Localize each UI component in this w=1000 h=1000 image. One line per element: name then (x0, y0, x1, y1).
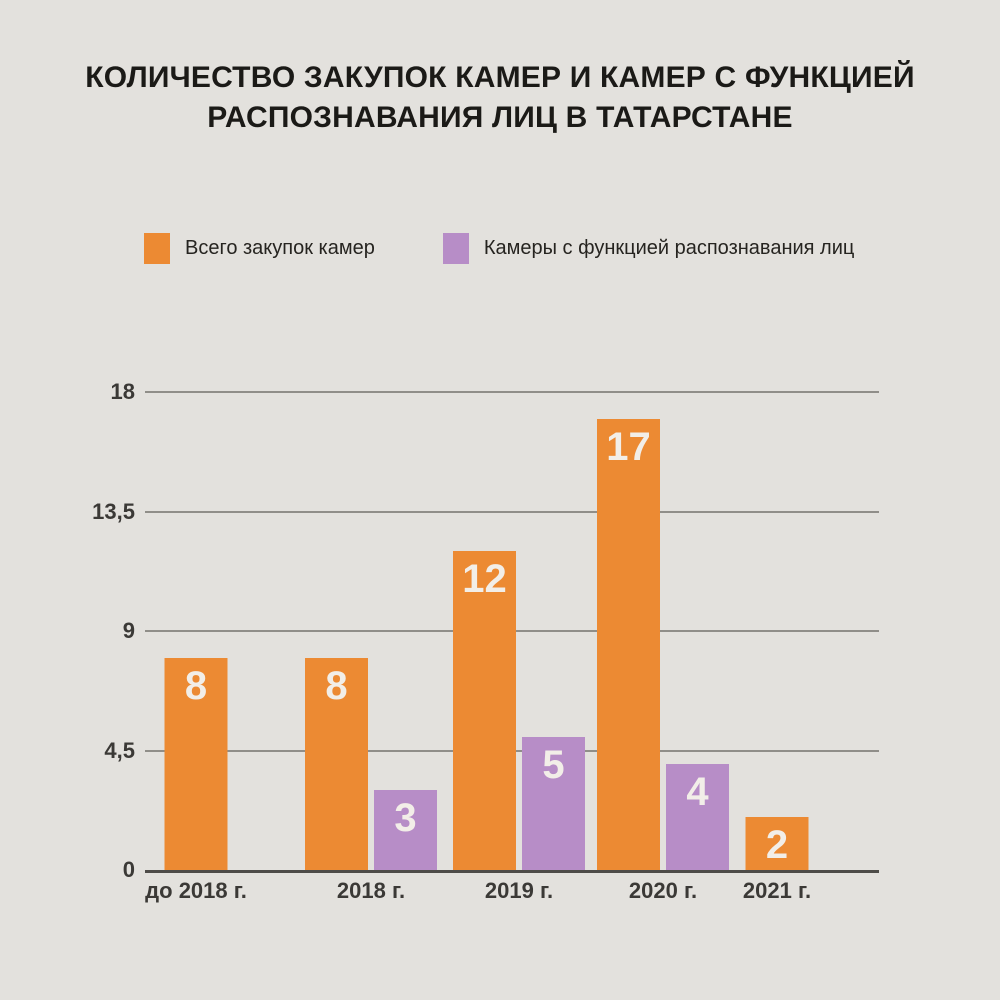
chart-title-line1: КОЛИЧЕСТВО ЗАКУПОК КАМЕР И КАМЕР С ФУНКЦ… (85, 61, 915, 94)
x-axis-label-2021г: 2021 г. (742, 878, 812, 903)
y-tick-label-0: 0 (122, 857, 135, 882)
bar-face-2019г: 5 (522, 737, 585, 870)
y-tick-label-9: 9 (122, 618, 135, 643)
chart-title-line2: РАСПОЗНАВАНИЯ ЛИЦ В ТАТАРСТАНЕ (207, 101, 793, 134)
bar-value-label: 3 (394, 796, 417, 841)
gridline-13-5 (145, 510, 879, 513)
legend-label-total-purchases: Всего закупок камер (185, 237, 375, 259)
bar-value-label: 12 (462, 557, 507, 602)
legend: Всего закупок камер Камеры с функцией ра… (144, 233, 854, 264)
bar-group-2019г: 12 5 (453, 551, 585, 870)
x-axis-label-2019г: 2019 г. (484, 878, 554, 903)
bar-total-2021г: 2 (745, 816, 809, 870)
x-axis-label-2018г: 2018 г. (336, 878, 406, 903)
bar-value-label: 5 (542, 743, 565, 788)
bar-value-label: 8 (325, 663, 348, 708)
plot-area: 18 13,5 9 4,5 0 8 до 2018 г. 8 3 2018 г. 12 5 2019 г… (92, 379, 879, 903)
bar-face-2018г: 3 (374, 790, 437, 870)
y-tick-label-18: 18 (110, 379, 135, 404)
chart-title: КОЛИЧЕСТВО ЗАКУПОК КАМЕР И КАМЕР С ФУНКЦ… (0, 58, 1000, 138)
x-axis-label-2020г: 2020 г. (628, 878, 698, 903)
legend-item-face-recognition: Камеры с функцией распознавания лиц (442, 233, 855, 264)
legend-label-face-recognition: Камеры с функцией распознавания лиц (483, 237, 855, 259)
bar-value-label: 17 (606, 424, 651, 469)
x-axis-line (145, 870, 879, 873)
bar-value-label: 4 (686, 769, 709, 814)
legend-swatch-purple-icon (442, 233, 469, 264)
bar-total-2020г: 17 (597, 418, 660, 870)
bar-total-2019г: 12 (453, 551, 516, 870)
bar-group-до2018г: 8 (164, 657, 228, 870)
x-axis-label-до2018г: до 2018 г. (145, 878, 247, 903)
legend-swatch-orange-icon (144, 233, 170, 264)
gridline-18 (145, 391, 879, 393)
bar-total-до2018г: 8 (164, 657, 228, 870)
bar-value-label: 8 (184, 663, 208, 708)
bar-total-2018г: 8 (305, 657, 368, 870)
y-tick-label-4-5: 4,5 (104, 737, 135, 763)
bar-value-label: 2 (765, 822, 789, 867)
bar-face-2020г: 4 (666, 763, 729, 870)
y-tick-label-13-5: 13,5 (92, 498, 135, 524)
bar-group-2020г: 17 4 (597, 418, 729, 870)
legend-item-total-purchases: Всего закупок камер (144, 233, 375, 264)
bar-group-2021г: 2 (745, 816, 809, 870)
